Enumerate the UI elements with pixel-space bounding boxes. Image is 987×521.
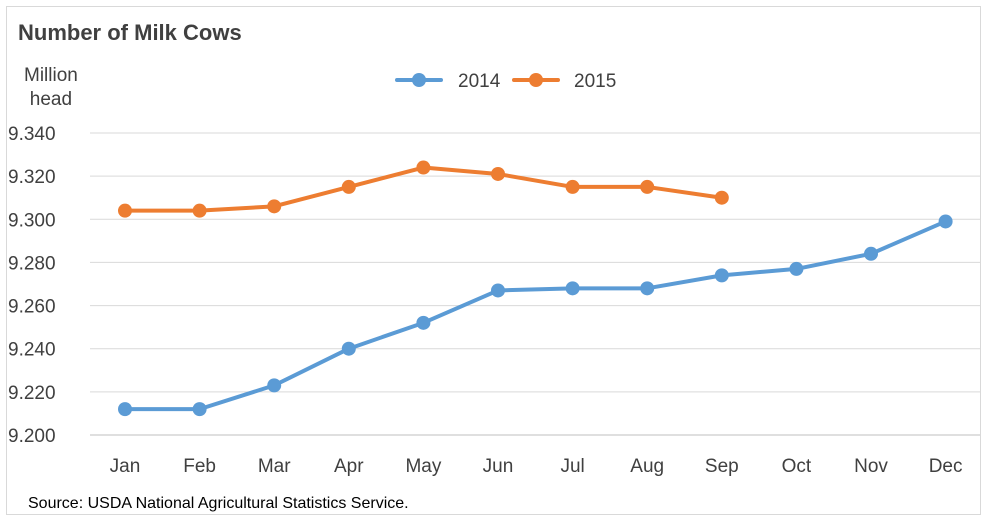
y-axis-unit-line-2: head [29, 89, 73, 110]
legend-marker-2014 [412, 73, 426, 87]
chart-title: Number of Milk Cows [18, 20, 242, 45]
y-axis-unit-line-1: Million [24, 65, 78, 86]
y-tick-label: 9.220 [8, 383, 56, 404]
data-point-2015 [640, 179, 655, 194]
x-tick-label: Mar [258, 456, 291, 477]
x-tick-label: Jun [483, 456, 514, 477]
data-point-2014 [789, 261, 804, 276]
x-tick-label: Dec [929, 456, 963, 477]
data-point-2014 [864, 246, 878, 261]
data-point-2015 [118, 203, 132, 218]
data-point-2015 [565, 179, 580, 194]
series-line-2014 [123, 219, 948, 412]
y-tick-label: 9.260 [8, 297, 56, 318]
x-tick-label: Aug [630, 456, 664, 477]
x-tick-label: Feb [183, 456, 216, 477]
legend-label-2014: 2014 [458, 71, 501, 92]
x-tick-label: Apr [334, 456, 364, 477]
data-point-2014 [565, 281, 580, 296]
data-point-2015 [416, 160, 431, 175]
data-point-2014 [341, 341, 356, 356]
y-tick-label: 9.300 [8, 210, 56, 231]
data-point-2015 [341, 179, 356, 194]
legend-marker-2015 [529, 73, 543, 87]
x-tick-label: Jul [560, 456, 584, 477]
y-tick-label: 9.280 [8, 253, 56, 274]
x-tick-label: May [405, 456, 441, 477]
data-point-2015 [267, 199, 282, 214]
y-axis-unit-label: Million head [24, 64, 78, 112]
data-point-2014 [416, 315, 431, 330]
y-tick-label: 9.240 [8, 340, 56, 361]
data-point-2014 [267, 378, 282, 393]
data-point-2014 [938, 214, 953, 229]
data-point-2014 [714, 268, 729, 283]
x-tick-label: Jan [110, 456, 141, 477]
y-tick-label: 9.340 [8, 124, 56, 145]
legend-label-2015: 2015 [574, 71, 616, 92]
x-tick-label: Oct [782, 456, 812, 477]
data-point-2014 [640, 281, 655, 296]
data-point-2014 [118, 402, 132, 417]
data-point-2015 [192, 203, 207, 218]
y-tick-label: 9.320 [8, 167, 56, 188]
chart-frame [6, 6, 981, 515]
x-tick-label: Nov [854, 456, 888, 477]
data-point-2015 [491, 166, 505, 181]
data-point-2015 [714, 190, 729, 205]
x-tick-label: Sep [705, 456, 739, 477]
data-point-2014 [491, 283, 505, 298]
source-note: Source: USDA National Agricultural Stati… [28, 495, 409, 512]
y-tick-label: 9.200 [8, 426, 56, 447]
data-point-2014 [192, 402, 207, 417]
